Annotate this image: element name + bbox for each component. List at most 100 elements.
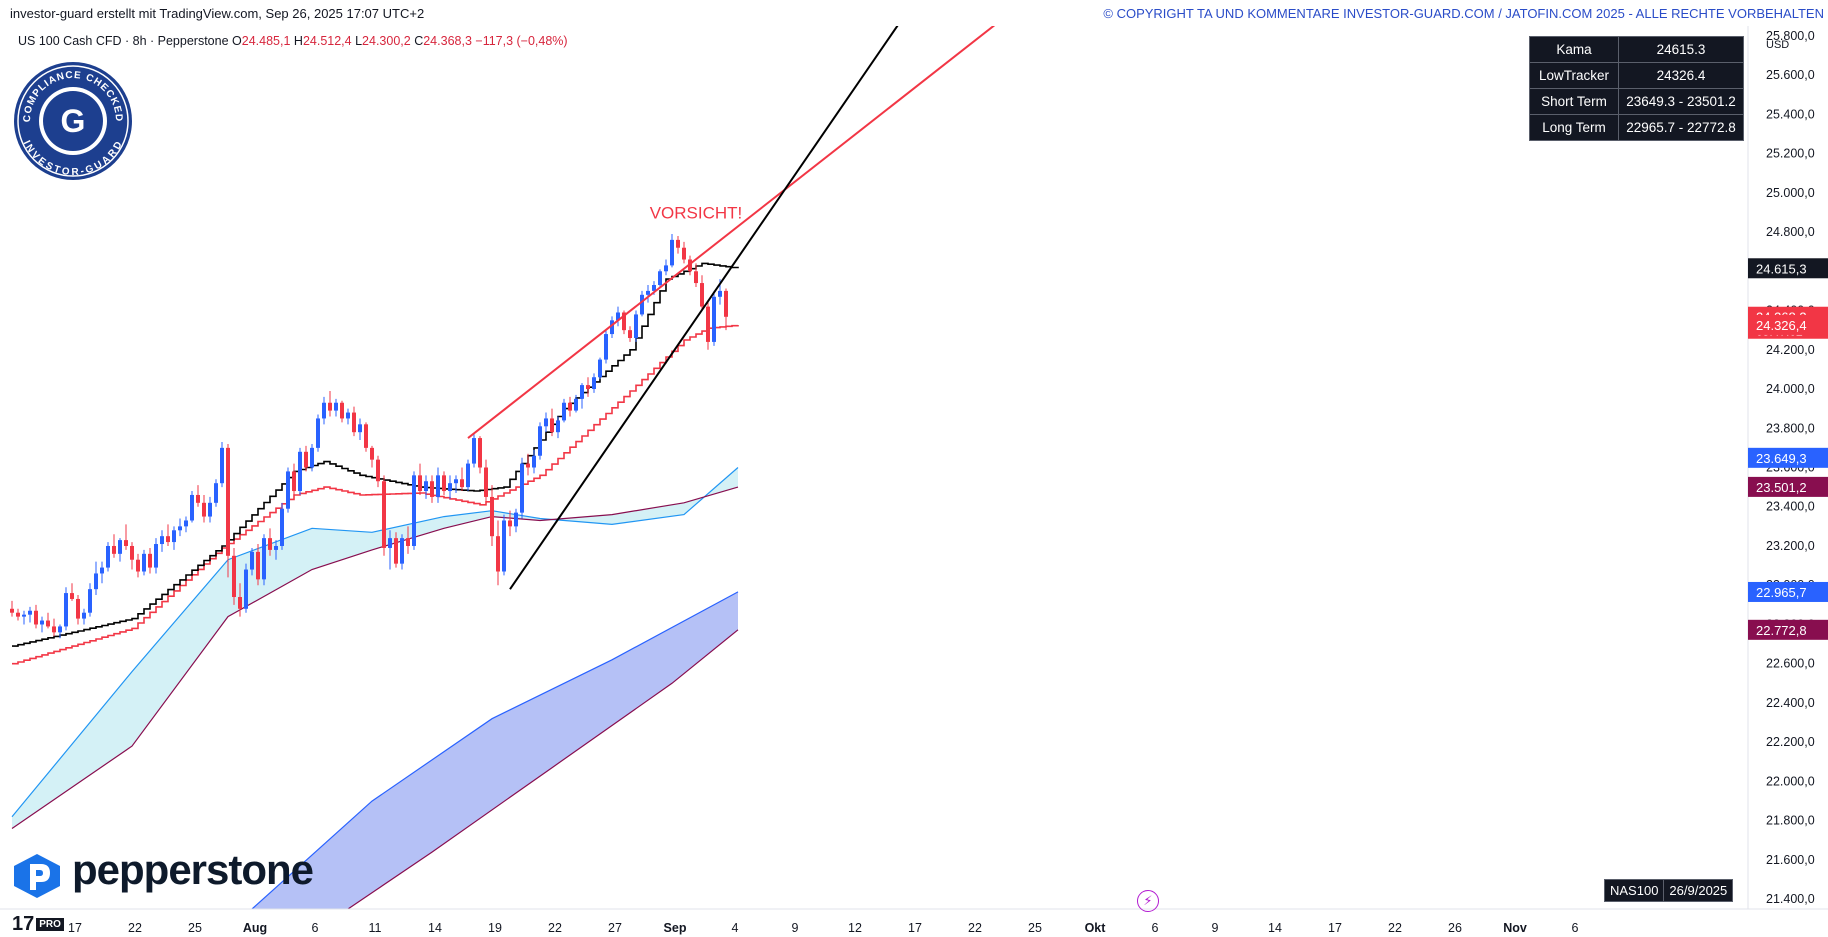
candle-body [106, 545, 110, 568]
candle-body [466, 463, 470, 488]
candle-body [244, 569, 248, 609]
candle-body [670, 239, 674, 266]
candle-body [160, 536, 164, 545]
price-label-bg [1748, 258, 1828, 279]
tv-mark: 17 [12, 913, 35, 935]
price-label-text: 24.615,3 [1756, 261, 1807, 276]
close-value: 24.368,3 [423, 34, 472, 48]
candle-body [448, 483, 452, 492]
x-tick-label: 9 [1212, 921, 1219, 935]
candle-body [700, 283, 704, 307]
x-tick-label: 12 [848, 921, 862, 935]
candle-body [148, 553, 152, 568]
candle-body [28, 610, 32, 615]
candle-body [124, 540, 128, 546]
candle-body [472, 438, 476, 464]
candle-body [58, 626, 62, 633]
kama-line [12, 262, 739, 647]
short-term-cloud-fill [12, 467, 738, 829]
candle-body [310, 447, 314, 468]
symbol-name: US 100 Cash CFD · 8h · Pepperstone [18, 34, 229, 48]
symbol-legend[interactable]: US 100 Cash CFD · 8h · Pepperstone O24.4… [18, 34, 568, 48]
candle-body [322, 402, 326, 419]
y-tick-label: 25.600,0 [1766, 68, 1815, 82]
x-tick-label: 9 [792, 921, 799, 935]
candle-body [646, 290, 650, 295]
candle-body [268, 538, 272, 550]
header-bar: investor-guard erstellt mit TradingView.… [0, 0, 1828, 26]
y-tick-label: 21.800,0 [1766, 814, 1815, 828]
candle-body [136, 559, 140, 572]
table-row: LowTracker 24326.4 [1529, 62, 1744, 89]
candle-body [382, 481, 386, 548]
x-tick-label: 6 [312, 921, 319, 935]
candle-body [130, 545, 134, 560]
trendline-red [467, 26, 996, 439]
candle-body [220, 447, 224, 484]
candle-body [676, 239, 680, 248]
candle-body [304, 451, 308, 468]
y-tick-label: 22.200,0 [1766, 735, 1815, 749]
pepperstone-logo-icon [14, 854, 60, 898]
price-label-bg [1748, 476, 1828, 497]
y-tick-label: 21.600,0 [1766, 853, 1815, 867]
candle-body [238, 597, 242, 609]
candle-body [88, 589, 92, 613]
x-tick-label: 27 [608, 921, 622, 935]
candle-body [652, 285, 656, 291]
candle-body [712, 296, 716, 342]
candle-body [424, 481, 428, 492]
candle-body [610, 320, 614, 335]
candle-body [520, 463, 524, 513]
candle-body [706, 306, 710, 342]
info-value: 23649.3 - 23501.2 [1618, 88, 1744, 115]
candle-body [598, 359, 602, 378]
y-tick-label: 23.400,0 [1766, 500, 1815, 514]
footer-date: 26/9/2025 [1663, 879, 1734, 902]
candle-body [100, 567, 104, 574]
candle-body [526, 463, 530, 468]
candle-body [550, 418, 554, 433]
candle-body [202, 502, 206, 517]
long-term-cloud-lower [347, 629, 739, 909]
table-row: Kama 24615.3 [1529, 36, 1744, 63]
table-row: Long Term 22965.7 - 22772.8 [1529, 114, 1744, 141]
candle-body [340, 402, 344, 419]
x-tick-label: 6 [1572, 921, 1579, 935]
flash-icon[interactable]: ⚡ [1137, 890, 1159, 912]
badge-letter: G [61, 103, 86, 139]
candle-body [724, 290, 728, 317]
x-tick-label: 22 [128, 921, 142, 935]
x-tick-label: Nov [1503, 921, 1527, 935]
candle-body [22, 614, 26, 617]
candle-body [52, 626, 56, 633]
candle-body [142, 553, 146, 572]
compliance-badge: COMPLIANCE CHECKED INVESTOR-GUARD G [14, 62, 132, 180]
y-tick-label: 22.000,0 [1766, 774, 1815, 788]
info-value: 24326.4 [1618, 62, 1744, 89]
candle-body [316, 418, 320, 448]
y-tick-label: 24.800,0 [1766, 225, 1815, 239]
price-label-text: 24.326,4 [1756, 318, 1807, 333]
candle-body [346, 412, 350, 419]
candle-body [16, 612, 20, 617]
table-row: Short Term 23649.3 - 23501.2 [1529, 88, 1744, 115]
x-tick-label: 25 [1028, 921, 1042, 935]
candle-body [46, 620, 50, 627]
candle-body [580, 385, 584, 399]
candle-body [514, 512, 518, 527]
candle-body [478, 438, 482, 468]
x-tick-label: 22 [1388, 921, 1402, 935]
close-label: C [414, 34, 424, 48]
candle-body [640, 294, 644, 315]
candle-body [658, 271, 662, 286]
candle-body [430, 481, 434, 497]
candle-body [70, 593, 74, 599]
candle-body [40, 620, 44, 625]
x-tick-label: 14 [1268, 921, 1282, 935]
candle-body [250, 551, 254, 570]
candle-body [454, 479, 458, 484]
candle-body [328, 402, 332, 411]
candle-body [568, 402, 572, 411]
